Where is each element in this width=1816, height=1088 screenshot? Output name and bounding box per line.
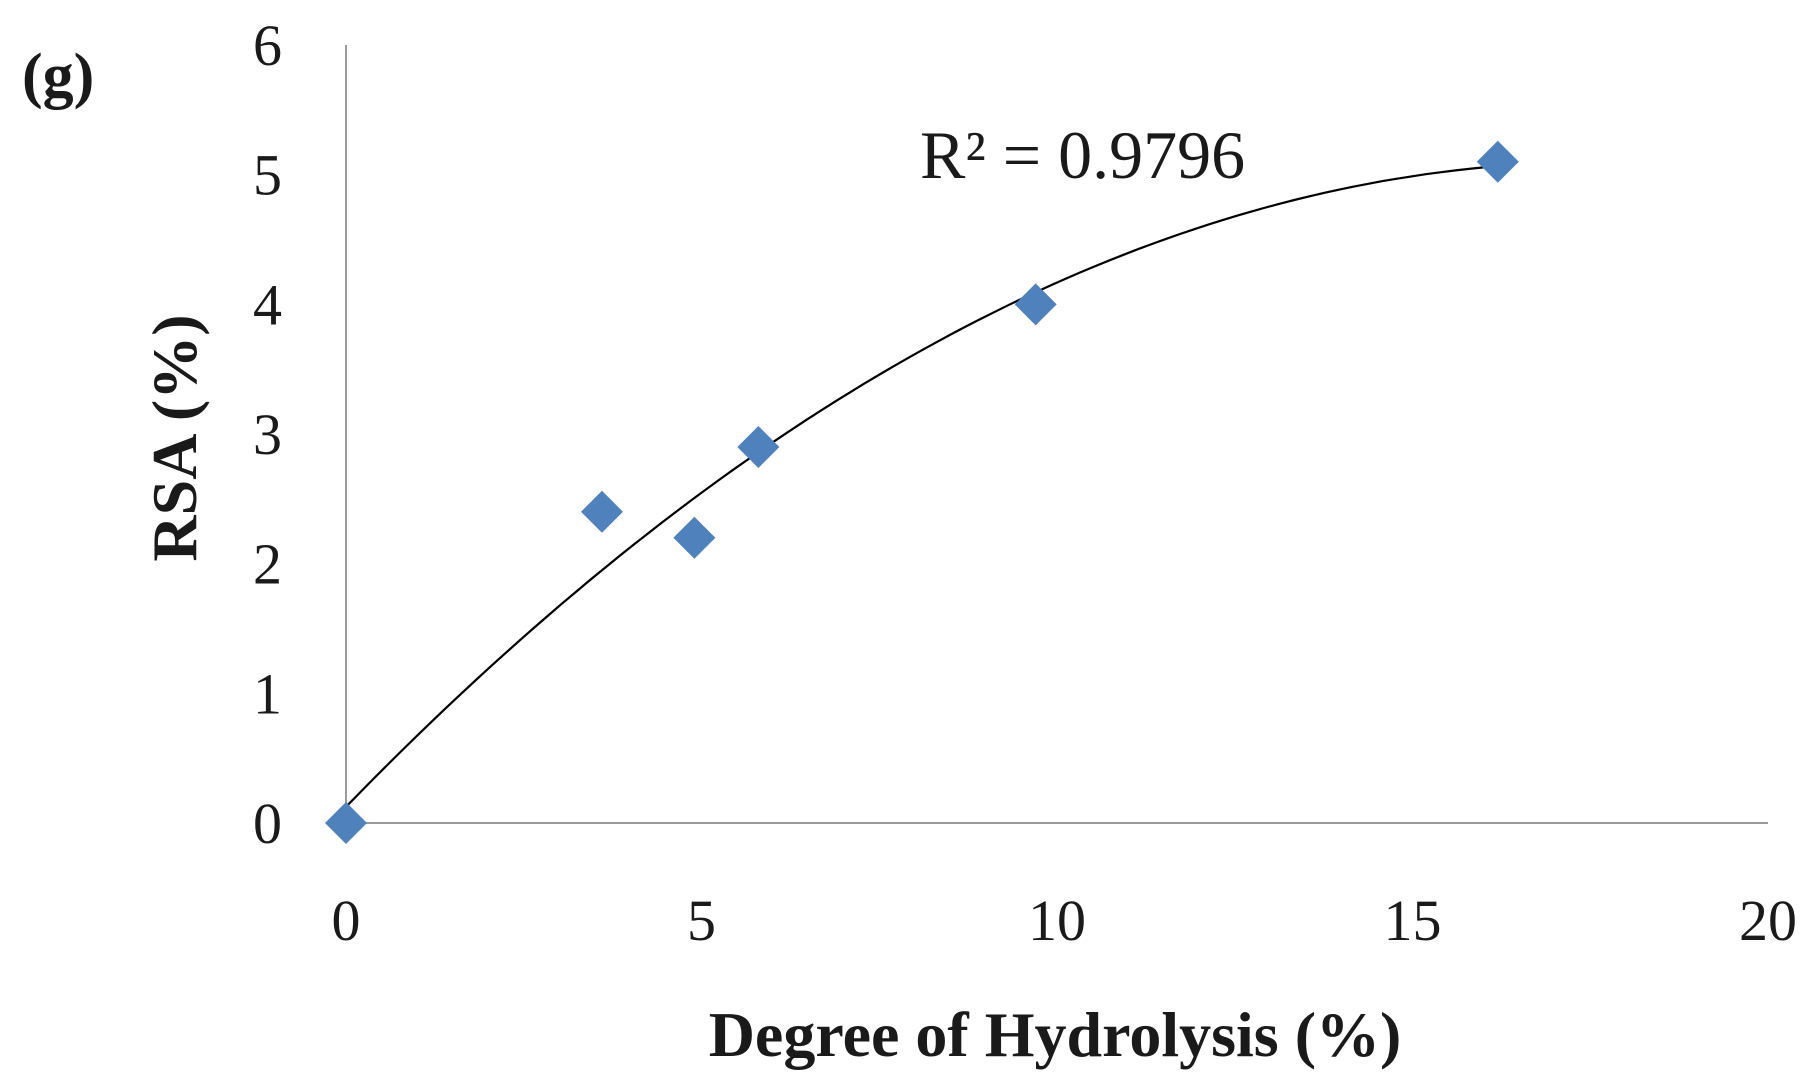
data-point [673, 516, 716, 559]
x-axis-title: Degree of Hydrolysis (%) [709, 999, 1402, 1070]
trendline [345, 165, 1498, 808]
y-tick-label: 0 [253, 791, 282, 856]
x-tick-label: 20 [1739, 888, 1797, 953]
x-tick-label: 15 [1384, 888, 1442, 953]
y-axis-title: RSA (%) [139, 314, 210, 561]
y-tick-label: 1 [253, 661, 282, 726]
x-tick-label: 0 [332, 888, 361, 953]
x-tick-label: 5 [687, 888, 716, 953]
data-point [737, 425, 780, 468]
data-point [1014, 283, 1057, 326]
y-tick-label: 4 [253, 272, 282, 337]
data-point [580, 490, 623, 533]
y-tick-label: 2 [253, 532, 282, 597]
y-tick-label: 6 [253, 13, 282, 78]
x-tick-label: 10 [1028, 888, 1086, 953]
data-points [325, 140, 1519, 844]
axes [345, 45, 1768, 824]
y-tick-labels: 0 1 2 3 4 5 6 [253, 13, 282, 856]
y-tick-label: 3 [253, 402, 282, 467]
r-squared-label: R² = 0.9796 [920, 117, 1245, 193]
panel-label: (g) [22, 42, 94, 110]
y-tick-label: 5 [253, 143, 282, 208]
data-point [1476, 140, 1519, 183]
x-tick-labels: 0 5 10 15 20 [332, 888, 1798, 953]
data-point [325, 802, 367, 844]
